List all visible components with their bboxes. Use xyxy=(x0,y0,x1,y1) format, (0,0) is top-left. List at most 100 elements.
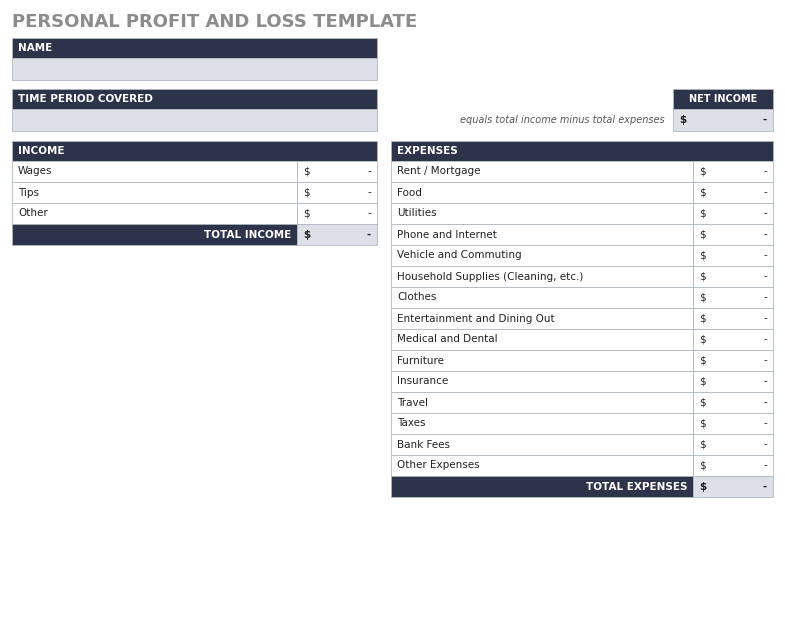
Text: Other: Other xyxy=(18,209,48,219)
Text: -: - xyxy=(763,313,767,323)
Bar xyxy=(391,392,693,413)
Text: -: - xyxy=(763,460,767,470)
Bar xyxy=(12,141,377,161)
Text: Household Supplies (Cleaning, etc.): Household Supplies (Cleaning, etc.) xyxy=(397,271,583,281)
Text: $: $ xyxy=(699,481,706,491)
Text: TIME PERIOD COVERED: TIME PERIOD COVERED xyxy=(18,94,153,104)
Text: $: $ xyxy=(303,188,309,198)
Bar xyxy=(391,434,693,455)
Text: $: $ xyxy=(699,418,706,429)
Text: $: $ xyxy=(699,167,706,176)
Bar xyxy=(673,109,773,131)
Bar xyxy=(693,245,773,266)
Bar xyxy=(391,413,693,434)
Bar xyxy=(391,141,773,161)
Bar xyxy=(297,182,377,203)
Bar xyxy=(693,224,773,245)
Bar xyxy=(12,58,377,80)
Text: $: $ xyxy=(303,230,310,240)
Bar xyxy=(391,308,693,329)
Text: $: $ xyxy=(699,313,706,323)
Bar xyxy=(12,161,297,182)
Text: Tips: Tips xyxy=(18,188,39,198)
Text: $: $ xyxy=(303,209,309,219)
Text: -: - xyxy=(763,481,767,491)
Text: NAME: NAME xyxy=(18,43,53,53)
Text: PERSONAL PROFIT AND LOSS TEMPLATE: PERSONAL PROFIT AND LOSS TEMPLATE xyxy=(12,13,418,31)
Text: $: $ xyxy=(303,167,309,176)
Text: Wages: Wages xyxy=(18,167,53,176)
Bar xyxy=(391,371,693,392)
Text: Taxes: Taxes xyxy=(397,418,425,429)
Bar xyxy=(693,413,773,434)
Text: -: - xyxy=(763,356,767,365)
Text: -: - xyxy=(367,209,371,219)
Text: -: - xyxy=(763,335,767,344)
Text: -: - xyxy=(367,188,371,198)
Text: -: - xyxy=(367,230,371,240)
Text: $: $ xyxy=(699,250,706,261)
Text: INCOME: INCOME xyxy=(18,146,64,156)
Text: $: $ xyxy=(699,188,706,198)
Bar xyxy=(12,224,297,245)
Bar xyxy=(391,476,693,497)
Text: -: - xyxy=(763,418,767,429)
Bar xyxy=(693,161,773,182)
Text: -: - xyxy=(763,250,767,261)
Bar xyxy=(391,182,693,203)
Bar xyxy=(693,266,773,287)
Bar xyxy=(693,287,773,308)
Text: EXPENSES: EXPENSES xyxy=(397,146,458,156)
Text: Medical and Dental: Medical and Dental xyxy=(397,335,498,344)
Bar xyxy=(391,224,693,245)
Bar xyxy=(12,182,297,203)
Text: -: - xyxy=(763,377,767,387)
Bar xyxy=(391,329,693,350)
Text: $: $ xyxy=(699,292,706,302)
Text: equals total income minus total expenses: equals total income minus total expenses xyxy=(460,115,665,125)
Text: NET INCOME: NET INCOME xyxy=(689,94,757,104)
Text: Entertainment and Dining Out: Entertainment and Dining Out xyxy=(397,313,555,323)
Bar xyxy=(693,371,773,392)
Bar xyxy=(12,203,297,224)
Bar xyxy=(693,329,773,350)
Bar xyxy=(693,182,773,203)
Bar xyxy=(693,476,773,497)
Bar xyxy=(297,161,377,182)
Text: $: $ xyxy=(699,209,706,219)
Bar xyxy=(12,109,377,131)
Text: -: - xyxy=(763,188,767,198)
Text: Phone and Internet: Phone and Internet xyxy=(397,230,497,240)
Text: $: $ xyxy=(699,377,706,387)
Bar xyxy=(693,392,773,413)
Bar xyxy=(391,245,693,266)
Text: -: - xyxy=(763,167,767,176)
Text: $: $ xyxy=(699,271,706,281)
Text: -: - xyxy=(367,167,371,176)
Bar xyxy=(12,89,377,109)
Text: TOTAL INCOME: TOTAL INCOME xyxy=(204,230,291,240)
Text: -: - xyxy=(763,292,767,302)
Bar xyxy=(391,161,693,182)
Text: $: $ xyxy=(699,398,706,408)
Bar xyxy=(693,350,773,371)
Text: Insurance: Insurance xyxy=(397,377,448,387)
Bar xyxy=(693,203,773,224)
Text: $: $ xyxy=(699,356,706,365)
Text: $: $ xyxy=(699,335,706,344)
Text: TOTAL EXPENSES: TOTAL EXPENSES xyxy=(586,481,687,491)
Text: Food: Food xyxy=(397,188,422,198)
Bar xyxy=(297,224,377,245)
Bar xyxy=(391,203,693,224)
Bar xyxy=(693,308,773,329)
Text: Bank Fees: Bank Fees xyxy=(397,439,450,450)
Text: $: $ xyxy=(699,439,706,450)
Text: -: - xyxy=(763,398,767,408)
Text: -: - xyxy=(763,115,767,125)
Bar xyxy=(12,38,377,58)
Text: Travel: Travel xyxy=(397,398,428,408)
Text: -: - xyxy=(763,230,767,240)
Bar xyxy=(391,455,693,476)
Bar xyxy=(673,89,773,109)
Text: Utilities: Utilities xyxy=(397,209,436,219)
